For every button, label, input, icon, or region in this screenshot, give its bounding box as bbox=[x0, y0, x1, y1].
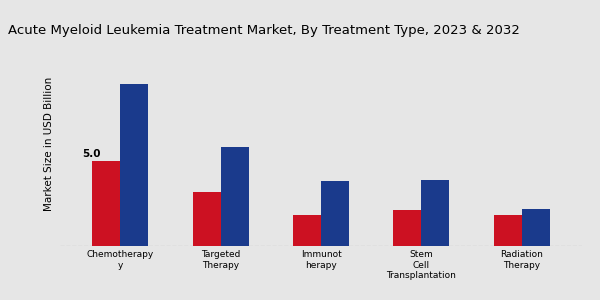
Bar bbox=[522, 208, 550, 246]
Bar bbox=[193, 192, 221, 246]
Bar bbox=[494, 215, 522, 246]
Bar bbox=[92, 161, 120, 246]
Bar bbox=[393, 210, 421, 246]
Bar bbox=[321, 182, 349, 246]
Bar bbox=[421, 180, 449, 246]
Bar bbox=[293, 215, 321, 246]
Text: 5.0: 5.0 bbox=[83, 149, 101, 159]
Y-axis label: Market Size in USD Billion: Market Size in USD Billion bbox=[44, 77, 55, 211]
Bar bbox=[120, 85, 148, 246]
Bar bbox=[221, 147, 249, 246]
Text: Acute Myeloid Leukemia Treatment Market, By Treatment Type, 2023 & 2032: Acute Myeloid Leukemia Treatment Market,… bbox=[8, 24, 520, 37]
